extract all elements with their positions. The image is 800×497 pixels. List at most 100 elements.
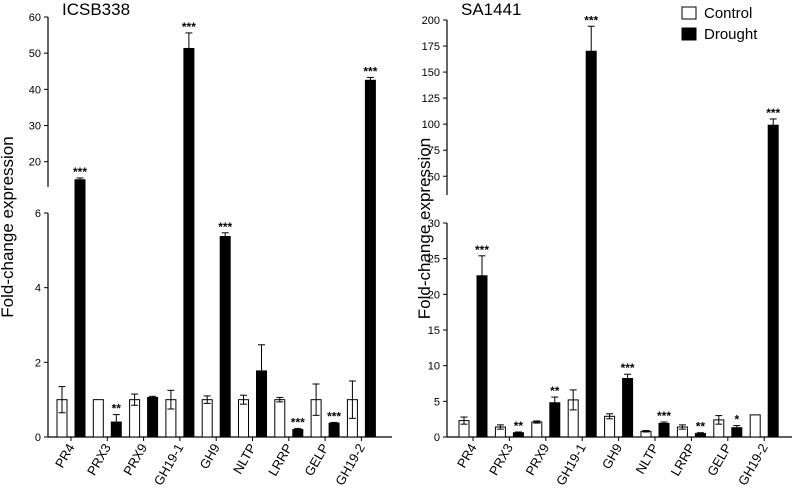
y-tick-label: 100: [422, 119, 440, 131]
control-error-bar: [312, 383, 320, 416]
significance-label: ***: [363, 64, 377, 78]
control-error-bar: [715, 415, 723, 425]
y-tick-label: 175: [422, 41, 440, 53]
x-tick-label: GH19-2: [735, 441, 771, 488]
x-tick-label: PR4: [52, 441, 78, 470]
x-tick-label: PR4: [454, 441, 480, 470]
panel-icsb338: ICSB338 Fold-change expression 0 2 4 6 20 30 40 5…: [0, 0, 392, 488]
significance-label: ***: [584, 13, 598, 27]
control-error-bar: [533, 420, 541, 424]
y-tick-label: 15: [428, 325, 440, 337]
drought-error-bar: [294, 427, 302, 432]
x-tick-label: LRRP: [265, 441, 295, 479]
drought-bar: [622, 378, 634, 438]
control-bar: [238, 399, 249, 438]
y-tick-label: 10: [428, 361, 440, 373]
significance-label: ***: [291, 415, 305, 429]
control-error-bar: [496, 424, 504, 430]
significance-label: *: [734, 413, 739, 427]
drought-bar: [328, 422, 340, 438]
x-tick-label: GELP: [704, 441, 734, 479]
control-error-bar: [569, 389, 577, 411]
control-error-bar: [678, 424, 686, 430]
control-error-bar: [276, 396, 284, 403]
significance-label: **: [550, 384, 560, 398]
significance-label: ***: [218, 220, 232, 234]
y-tick-label: 5: [434, 396, 440, 408]
y-axis-label: Fold-change expression: [415, 138, 434, 319]
drought-bar: [219, 236, 231, 438]
control-error-bar: [460, 416, 468, 425]
control-bar: [531, 421, 543, 438]
significance-label: ***: [327, 409, 341, 423]
drought-error-bar: [733, 425, 741, 431]
y-tick-label: 125: [422, 93, 440, 105]
drought-error-bar: [587, 25, 595, 77]
y-axis-label: Fold-change expression: [0, 136, 17, 317]
chart-title: SA1441: [461, 0, 522, 19]
panel-sa1441: SA1441 Fold-change expression 0 5 10 15 20 25 30…: [415, 0, 792, 488]
control-bar: [749, 414, 761, 438]
y-tick-label: 40: [29, 84, 41, 96]
legend-label-control: Control: [704, 5, 752, 22]
y-tick-label: 6: [35, 208, 41, 220]
control-bar: [274, 399, 286, 438]
x-tick-label: PRX3: [486, 441, 516, 478]
y-tick-label: 20: [428, 289, 440, 301]
x-tick-label: NLTP: [230, 441, 259, 476]
control-error-bar: [58, 386, 66, 414]
significance-label: ***: [621, 361, 635, 375]
x-tick-label: NLTP: [632, 441, 661, 476]
y-tick-label: 75: [428, 145, 440, 157]
legend-swatch-drought: [681, 27, 697, 41]
control-bar: [92, 399, 104, 438]
control-error-bar: [203, 395, 211, 404]
control-error-bar: [606, 413, 614, 420]
significance-label: ***: [657, 409, 671, 423]
drought-error-bar: [330, 421, 338, 425]
y-tick-label: 25: [428, 254, 440, 266]
drought-error-bar: [696, 432, 704, 435]
drought-error-bar: [76, 177, 84, 183]
drought-bar: [147, 396, 159, 438]
y-tick-label: 30: [29, 121, 41, 133]
drought-bar: [658, 422, 670, 438]
y-tick-label: 0: [434, 432, 440, 444]
x-tick-label: GH19-1: [151, 441, 187, 488]
control-bar: [201, 399, 213, 438]
control-error-bar: [348, 380, 356, 419]
x-tick-label: PRX9: [120, 441, 150, 478]
drought-error-bar: [514, 431, 522, 434]
significance-label: ***: [182, 20, 196, 34]
y-tick-label: 2: [35, 357, 41, 369]
drought-error-bar: [185, 32, 193, 65]
x-tick-label: GH19-1: [553, 441, 589, 488]
drought-bar: [585, 50, 597, 438]
y-tick-label: 150: [422, 67, 440, 79]
drought-error-bar: [112, 414, 120, 431]
x-tick-label: PRX9: [522, 441, 552, 478]
drought-error-bar: [769, 118, 777, 132]
drought-error-bar: [660, 421, 668, 426]
x-tick-label: GH9: [599, 441, 625, 472]
x-tick-label: PRX3: [84, 441, 114, 478]
legend: Control Drought: [681, 5, 758, 43]
y-tick-label: 20: [29, 157, 41, 169]
drought-bar: [767, 124, 779, 438]
significance-label: ***: [73, 165, 87, 179]
y-tick-label: 60: [29, 12, 41, 24]
significance-label: ***: [475, 243, 489, 257]
drought-error-bar: [478, 255, 486, 297]
control-bar: [604, 415, 616, 438]
legend-swatch-control: [681, 6, 697, 20]
drought-error-bar: [624, 373, 632, 384]
drought-bar: [183, 47, 195, 438]
x-tick-label: LRRP: [668, 441, 698, 479]
chart-title: ICSB338: [62, 0, 130, 19]
y-tick-label: 30: [428, 218, 440, 230]
control-error-bar: [167, 389, 175, 410]
drought-error-bar: [149, 395, 157, 400]
drought-bar: [74, 179, 86, 438]
y-tick-label: 50: [428, 171, 440, 183]
drought-error-bar: [258, 344, 265, 398]
